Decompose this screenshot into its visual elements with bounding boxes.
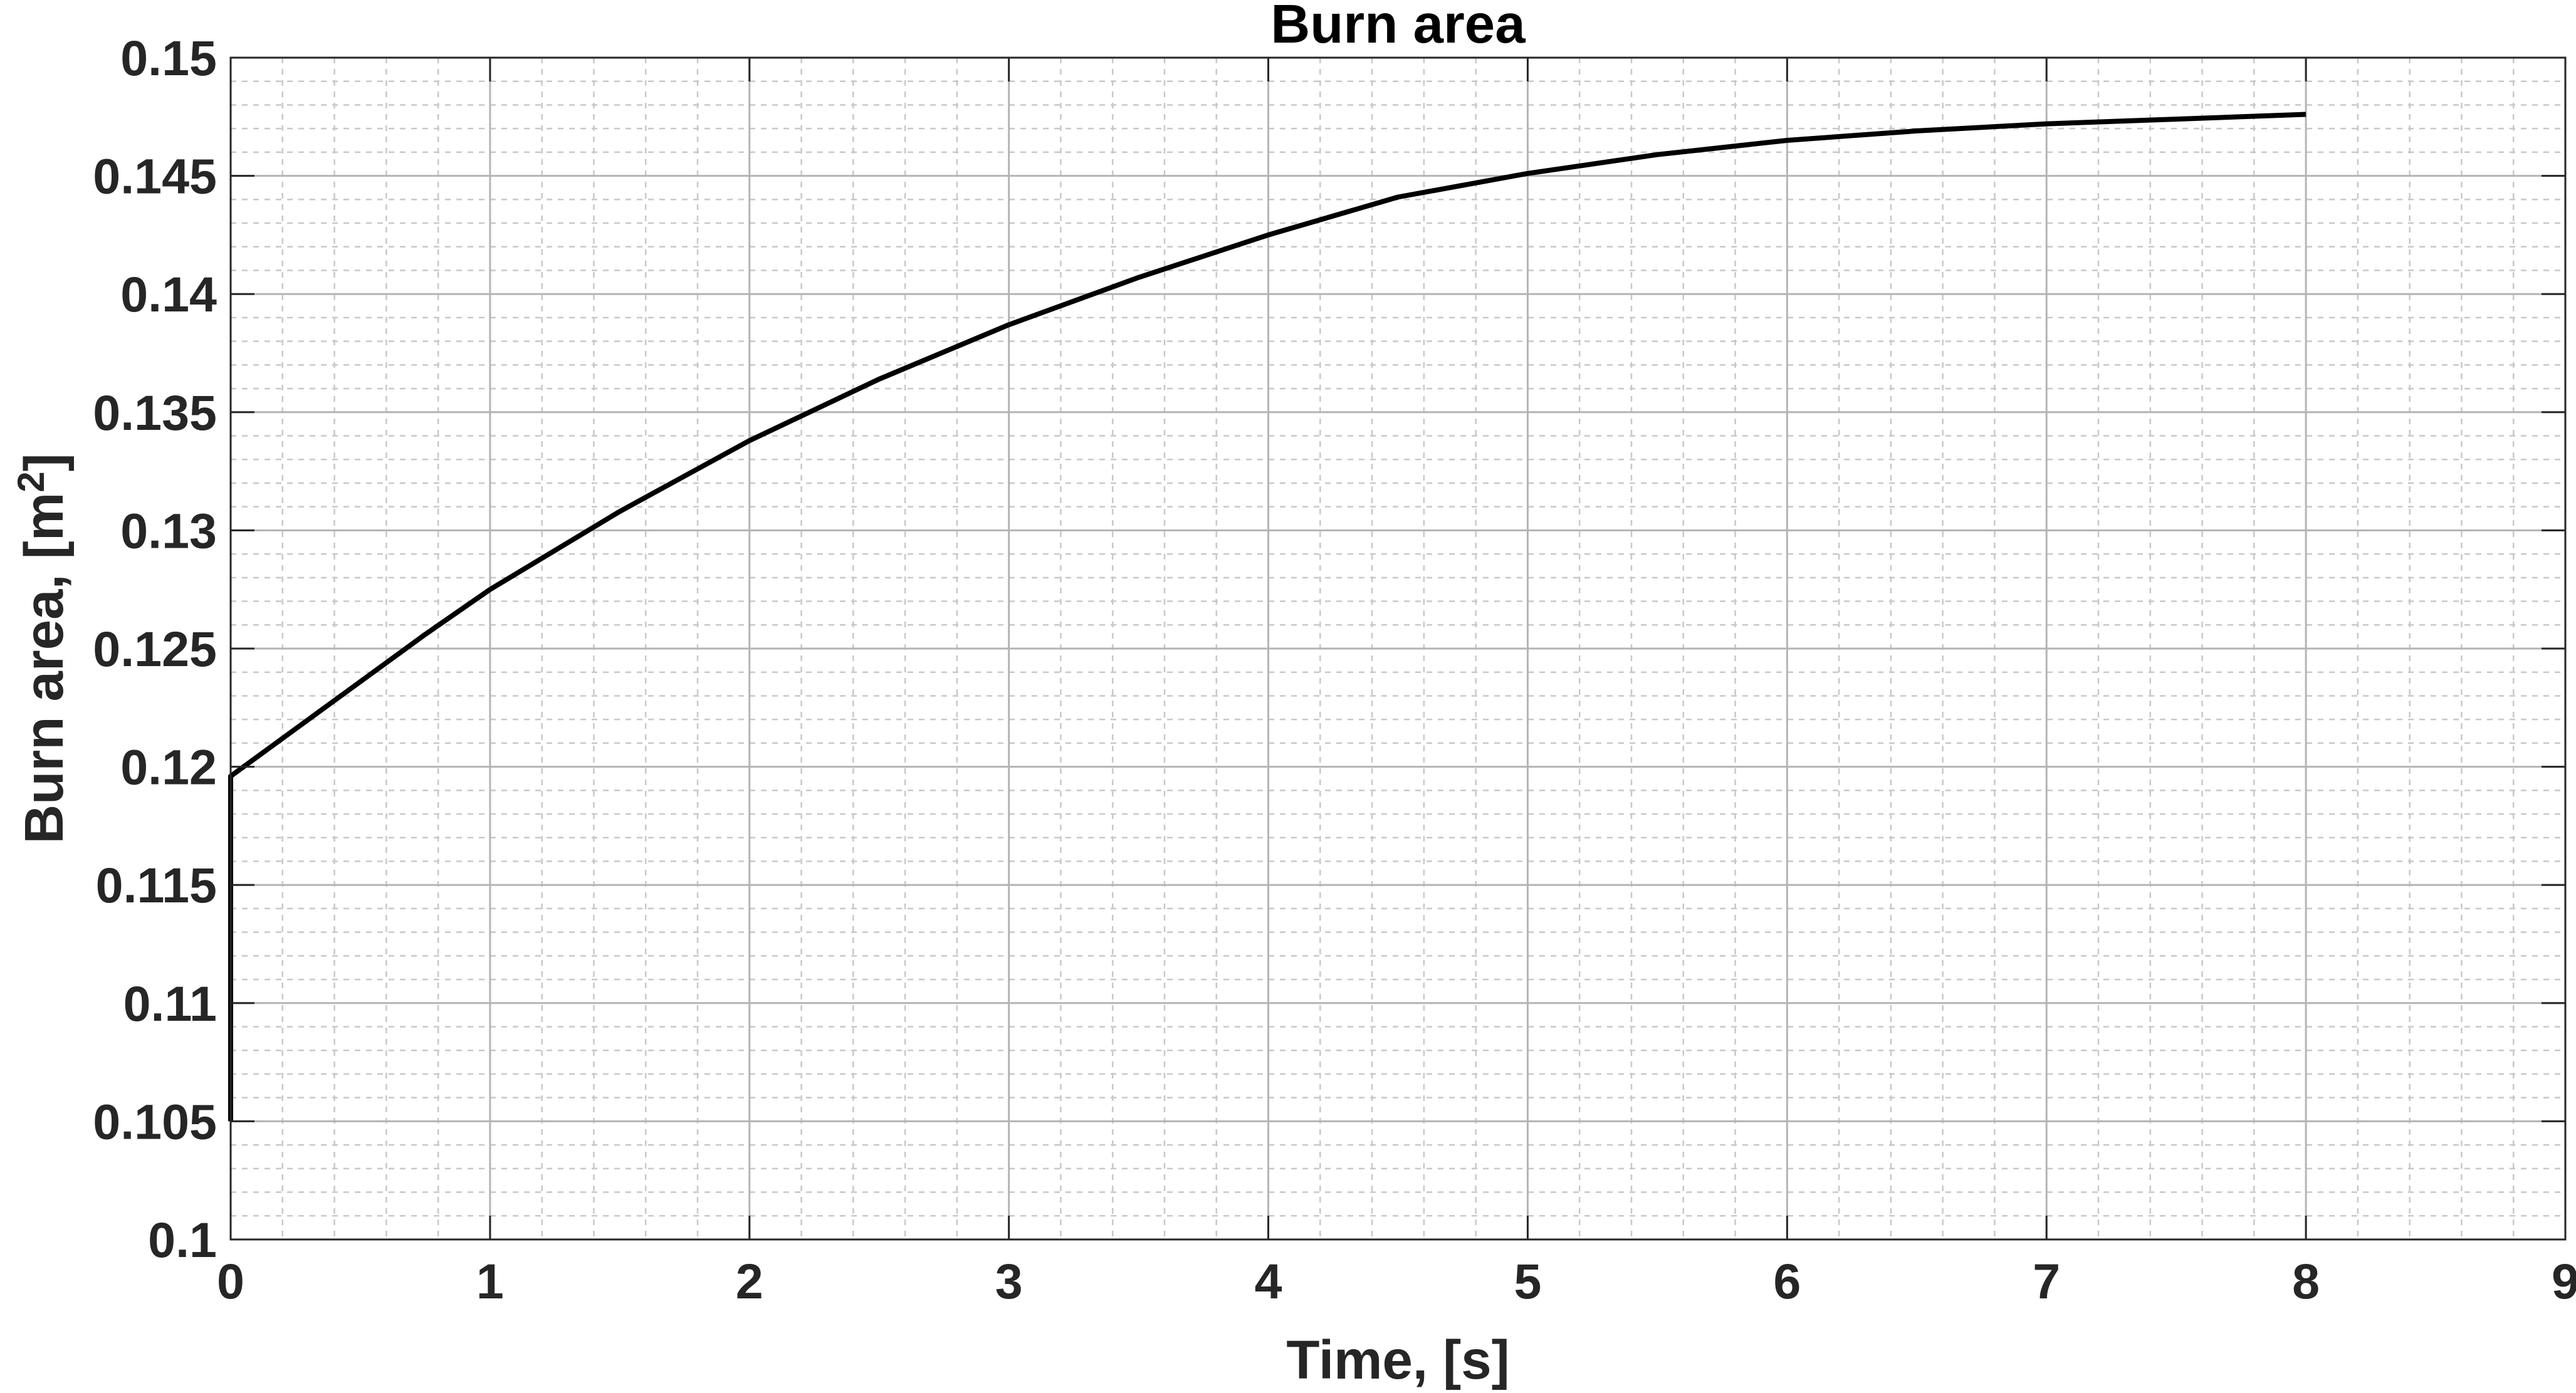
chart-title: Burn area	[1270, 0, 1526, 55]
x-tick-label: 5	[1514, 1253, 1541, 1309]
y-tick-label: 0.14	[120, 266, 217, 322]
y-tick-label: 0.11	[123, 976, 217, 1031]
y-tick-label: 0.115	[96, 857, 217, 913]
y-axis-ticks: 0.1 0.105 0.11 0.115 0.12 0.125 0.13 0.135 0.14 0…	[93, 30, 2565, 1268]
y-tick-label: 0.105	[93, 1093, 217, 1149]
y-axis-label-superscript: 2	[10, 471, 52, 492]
x-tick-label: 7	[2033, 1253, 2060, 1309]
x-tick-label: 2	[736, 1253, 763, 1309]
y-tick-label: 0.15	[120, 30, 217, 86]
y-axis-label: Burn area, [m2]	[10, 453, 75, 843]
y-tick-label: 0.13	[120, 503, 217, 558]
x-tick-label: 4	[1255, 1253, 1282, 1309]
y-axis-label-close: ]	[14, 453, 75, 471]
y-axis-label-main: Burn area, [m	[14, 493, 75, 844]
series-layer	[228, 112, 2306, 1122]
y-tick-label: 0.125	[93, 621, 217, 677]
x-axis-ticks: 0 1 2 3 4 5 6 7 8 9	[217, 58, 2576, 1309]
x-tick-label: 6	[1773, 1253, 1801, 1309]
x-tick-label: 3	[995, 1253, 1023, 1309]
x-tick-label: 9	[2552, 1253, 2576, 1309]
x-axis-label: Time, [s]	[1286, 1330, 1509, 1390]
series-line-0	[228, 112, 2306, 1122]
x-tick-label: 8	[2292, 1253, 2320, 1309]
x-tick-label: 0	[217, 1253, 244, 1309]
y-tick-label: 0.1	[148, 1212, 217, 1268]
y-tick-label: 0.145	[93, 149, 217, 204]
y-tick-label: 0.135	[93, 385, 217, 441]
y-tick-label: 0.12	[120, 739, 217, 795]
x-tick-label: 1	[476, 1253, 504, 1309]
